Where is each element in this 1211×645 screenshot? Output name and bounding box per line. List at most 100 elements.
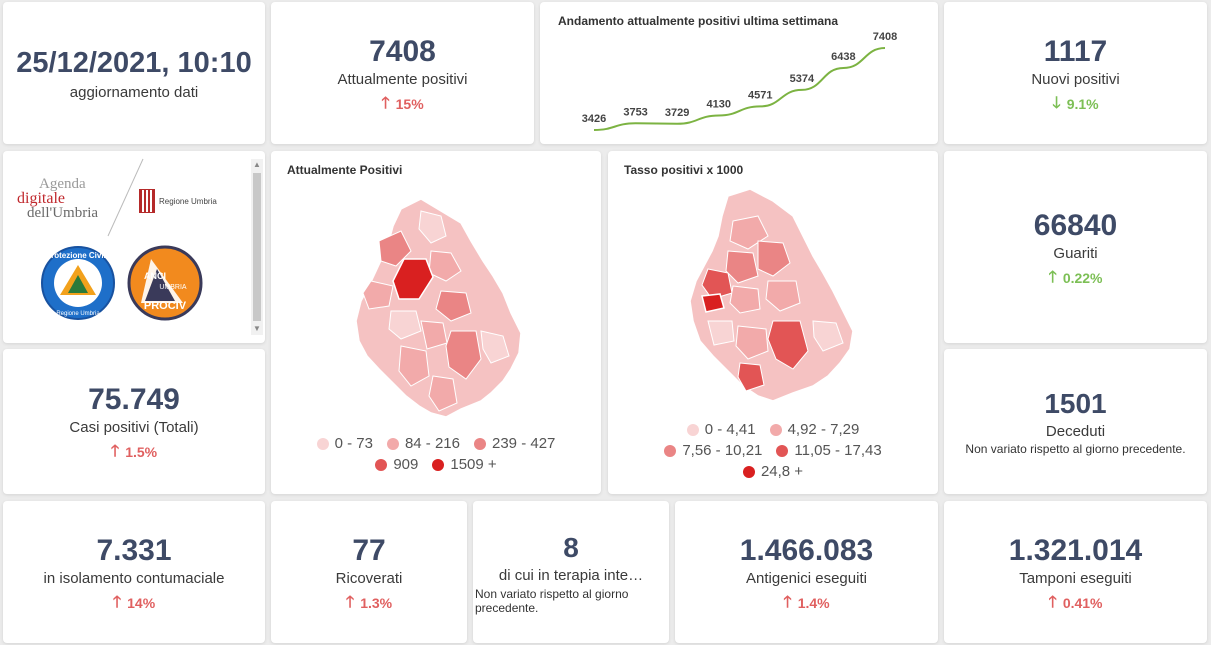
agenda-logo-bottom: dell'Umbria (27, 205, 99, 221)
arrow-up-icon: 🡑 (381, 94, 390, 112)
ricoverati-label: Ricoverati (335, 569, 403, 587)
anci-logo-top: ANCI (144, 271, 166, 281)
legend-item: 11,05 - 17,43 (776, 442, 882, 459)
protezione-civile-logo: Protezione Civile Regione Umbria (41, 246, 115, 320)
map-positivi-title: Attualmente Positivi (287, 163, 403, 177)
tamponi-value: 1.321.014 (1008, 533, 1143, 567)
isolamento-label: in isolamento contumaciale (43, 569, 225, 587)
casi-label: Casi positivi (Totali) (69, 419, 199, 436)
legend-label: 0 - 4,41 (704, 421, 756, 438)
isolamento-delta: 🡑 14% (112, 593, 156, 611)
legend-dot-icon (386, 437, 399, 450)
update-datetime: 25/12/2021, 10:10 (16, 46, 252, 79)
legend-item: 84 - 216 (386, 435, 460, 452)
legend-label: 909 (393, 456, 419, 473)
positivi-delta-value: 15% (395, 95, 424, 112)
weekly-chart-title: Andamento attualmente positivi ultima se… (558, 14, 839, 28)
map-tasso-legend: 0 - 4,41 4,92 - 7,29 7,56 - 10,21 11,05 … (608, 421, 938, 484)
legend-dot-icon (474, 437, 486, 450)
legend-item: 24,8 + (742, 463, 804, 480)
legend-label: 1509 + (450, 456, 497, 473)
casi-delta-value: 1.5% (125, 444, 158, 460)
positivi-label: Attualmente positivi (337, 70, 468, 88)
anci-logo-bottom: PROCIV (144, 300, 187, 312)
logos-scrollbar[interactable]: ▲ ▼ (251, 159, 263, 335)
isolamento-card[interactable]: 7.331 in isolamento contumaciale 🡑 14% (3, 501, 265, 643)
legend-item: 0 - 73 (316, 435, 373, 452)
weekly-data-label: 4130 (706, 99, 730, 111)
ricoverati-delta-value: 1.3% (360, 594, 393, 611)
ricoverati-card[interactable]: 77 Ricoverati 🡑 1.3% (271, 501, 467, 643)
legend-dot-icon (742, 465, 755, 478)
terapia-label: di cui in terapia inte… (498, 567, 644, 584)
update-card: 25/12/2021, 10:10 aggiornamento dati (3, 2, 265, 144)
nuovi-delta: 🡓 9.1% (1052, 94, 1099, 112)
nuovi-label: Nuovi positivi (1031, 70, 1120, 88)
antigenici-label: Antigenici eseguiti (746, 569, 867, 587)
antigenici-delta-value: 1.4% (797, 594, 830, 611)
legend-dot-icon (316, 437, 329, 450)
legend-label: 7,56 - 10,21 (682, 442, 763, 459)
deceduti-value: 1501 (1044, 388, 1107, 419)
legend-item: 0 - 4,41 (686, 421, 756, 438)
arrow-up-icon: 🡑 (1048, 593, 1057, 611)
positivi-card[interactable]: 7408 Attualmente positivi 🡑 15% (271, 2, 534, 144)
terapia-note: Non variato rispetto al giorno precedent… (475, 587, 629, 615)
update-label: aggiornamento dati (69, 83, 199, 101)
anci-prociv-logo: ANCI UMBRIA PROCIV (127, 245, 203, 321)
map-positivi-card[interactable]: Attualmente Positivi 0 - 73 84 - 216 239… (271, 151, 601, 494)
agenda-logo-top: Agenda (39, 176, 86, 192)
weekly-chart-card[interactable]: Andamento attualmente positivi ultima se… (540, 2, 938, 144)
terapia-value: 8 (563, 532, 579, 563)
deceduti-card[interactable]: 1501 Deceduti Non variato rispetto al gi… (944, 349, 1207, 494)
legend-label: 0 - 73 (334, 435, 373, 452)
scroll-up-icon[interactable]: ▲ (253, 160, 261, 169)
legend-dot-icon (375, 458, 388, 471)
arrow-up-icon: 🡑 (1048, 268, 1057, 286)
weekly-data-label: 3426 (582, 113, 606, 125)
weekly-data-label: 6438 (831, 51, 855, 63)
weekly-series-line (593, 47, 886, 131)
legend-label: 4,92 - 7,29 (787, 421, 860, 438)
antigenici-card[interactable]: 1.466.083 Antigenici eseguiti 🡑 1.4% (675, 501, 938, 643)
tamponi-card[interactable]: 1.321.014 Tamponi eseguiti 🡑 0.41% (944, 501, 1207, 643)
nuovi-value: 1117 (1043, 34, 1108, 68)
logos-card: Agenda digitale dell'Umbria Regione Umbr… (3, 151, 265, 343)
weekly-data-label: 3753 (623, 106, 647, 118)
map-tasso-card[interactable]: Tasso positivi x 1000 0 - 4,41 4,92 - 7,… (608, 151, 938, 494)
ricoverati-delta: 🡑 1.3% (346, 594, 393, 611)
arrow-up-icon: 🡑 (110, 443, 120, 460)
ricoverati-value: 77 (352, 533, 386, 567)
weekly-line-chart: 3426 3753 3729 4130 4571 5374 6438 7408 (582, 31, 897, 131)
nuovi-delta-value: 9.1% (1066, 95, 1099, 112)
casi-delta: 🡑 1.5% (110, 443, 158, 461)
scrollbar-thumb[interactable] (253, 173, 261, 321)
tamponi-delta: 🡑 0.41% (1048, 593, 1103, 611)
tamponi-delta-value: 0.41% (1062, 594, 1103, 611)
nuovi-card[interactable]: 1117 Nuovi positivi 🡓 9.1% (944, 2, 1207, 144)
guariti-delta-value: 0.22% (1062, 269, 1103, 286)
legend-dot-icon (769, 423, 782, 436)
arrow-up-icon: 🡑 (783, 593, 792, 611)
arrow-down-icon: 🡓 (1052, 94, 1061, 112)
terapia-card[interactable]: 8 di cui in terapia inte… Non variato ri… (473, 501, 669, 643)
isolamento-delta-value: 14% (127, 594, 156, 611)
map-tasso[interactable] (608, 181, 938, 441)
legend-item: 239 - 427 (474, 435, 555, 452)
regione-umbria-logo: Regione Umbria (139, 189, 217, 213)
casi-value: 75.749 (88, 383, 180, 416)
guariti-card[interactable]: 66840 Guariti 🡑 0.22% (944, 151, 1207, 343)
scroll-down-icon[interactable]: ▼ (253, 324, 261, 333)
map-positivi-legend: 0 - 73 84 - 216 239 - 427 909 1509 + (271, 435, 601, 477)
map-positivi[interactable] (271, 181, 601, 461)
arrow-up-icon: 🡑 (112, 593, 122, 611)
legend-dot-icon (686, 423, 699, 436)
legend-item: 7,56 - 10,21 (664, 442, 762, 459)
casi-card[interactable]: 75.749 Casi positivi (Totali) 🡑 1.5% (3, 349, 265, 494)
legend-item: 4,92 - 7,29 (769, 421, 860, 438)
antigenici-value: 1.466.083 (739, 533, 874, 567)
legend-dot-icon (776, 444, 789, 457)
legend-item: 909 (375, 456, 418, 473)
legend-label: 24,8 + (760, 463, 804, 480)
agenda-logo-mid: digitale (17, 190, 65, 207)
